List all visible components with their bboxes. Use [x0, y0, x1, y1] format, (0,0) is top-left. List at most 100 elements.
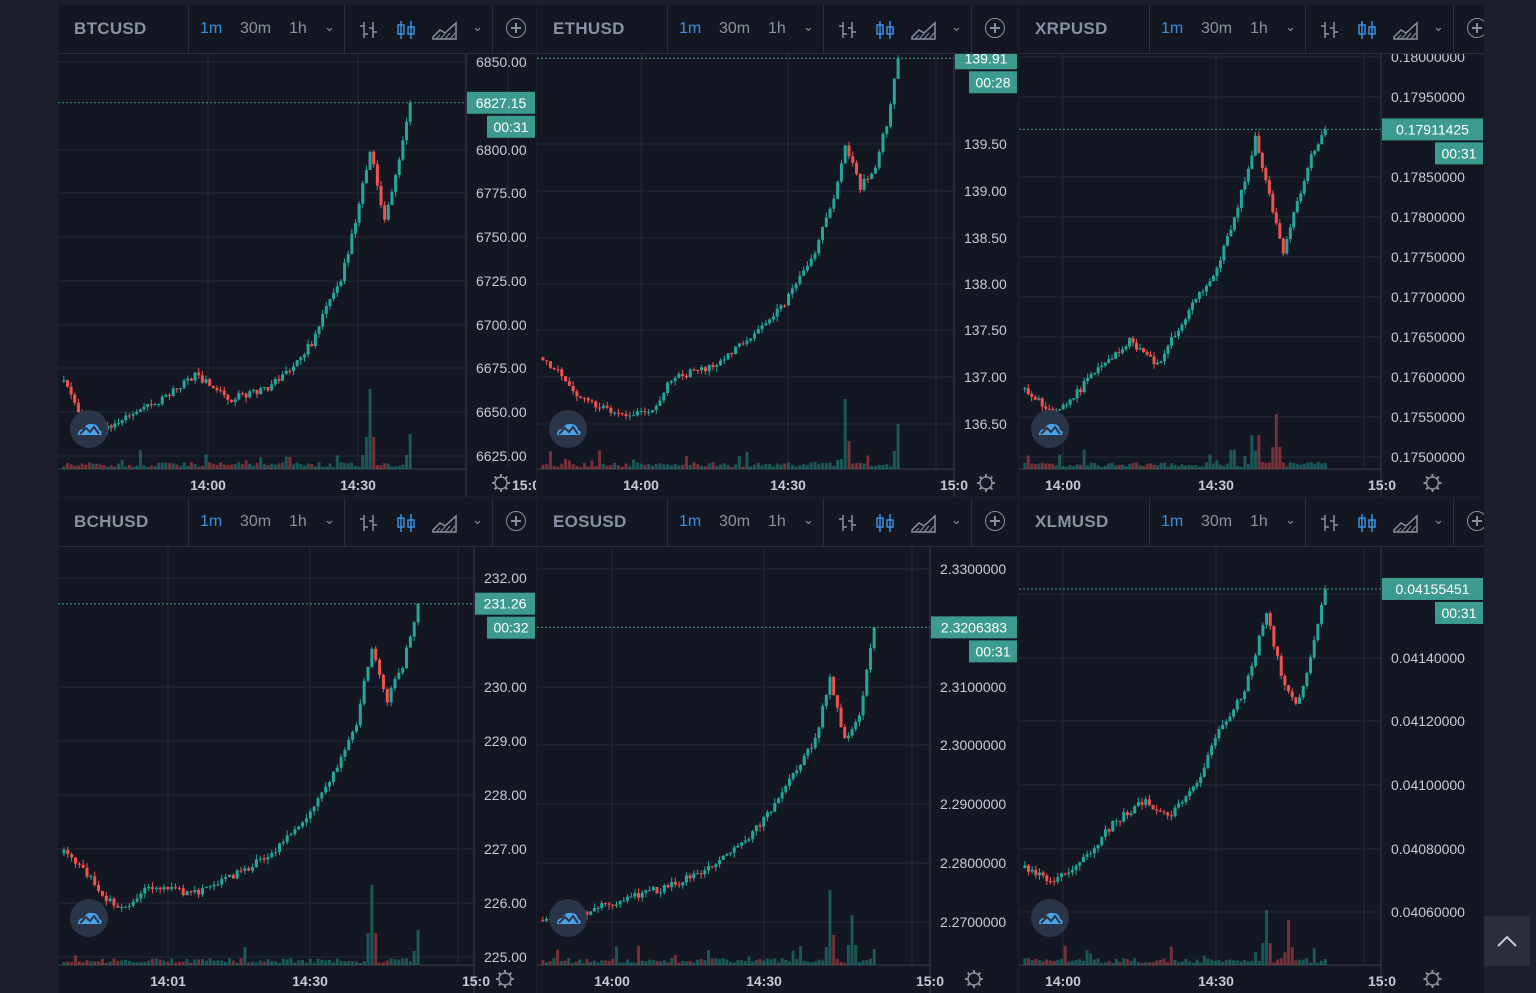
interval-1m[interactable]: 1m: [200, 513, 223, 530]
chevron-down-icon[interactable]: ⌄: [324, 19, 335, 34]
volume-bar: [117, 463, 121, 469]
chart-panel-ethusd[interactable]: ETHUSD 1m 30m 1h ⌄ ⌄ 139.50 139.00 138.50 138.00 1…: [537, 5, 1018, 497]
chevron-down-icon[interactable]: ⌄: [1285, 512, 1296, 527]
candle-body: [270, 852, 274, 858]
chart-panel-xlmusd[interactable]: XLMUSD 1m 30m 1h ⌄ ⌄ 0.041600000.041400000.041…: [1019, 498, 1484, 993]
chevron-down-icon[interactable]: ⌄: [1433, 512, 1444, 527]
scroll-to-top-button[interactable]: [1484, 916, 1530, 966]
interval-1h[interactable]: 1h: [1250, 20, 1268, 37]
candle-body: [1117, 352, 1121, 354]
area-chart-icon[interactable]: [432, 19, 458, 46]
interval-1m[interactable]: 1m: [679, 20, 702, 37]
interval-30m[interactable]: 30m: [719, 513, 751, 530]
candlestick-chart[interactable]: 232.00 230.00 229.00 228.00 227.00 226.00 225.…: [58, 547, 536, 993]
interval-30m[interactable]: 30m: [1201, 513, 1233, 530]
time-tick-label: 14:30: [292, 973, 328, 989]
volume-bar: [1040, 462, 1044, 469]
candles-icon[interactable]: [1356, 19, 1378, 46]
chevron-down-icon[interactable]: ⌄: [803, 19, 814, 34]
bars-icon[interactable]: [837, 19, 859, 46]
interval-1h[interactable]: 1h: [289, 513, 307, 530]
area-chart-icon[interactable]: [911, 512, 937, 539]
bars-icon[interactable]: [358, 512, 380, 539]
chevron-down-icon[interactable]: ⌄: [472, 19, 483, 34]
candle-body: [1224, 721, 1228, 725]
time-tick-label: 14:30: [1198, 477, 1234, 493]
volume-bar: [1267, 462, 1271, 469]
interval-1m[interactable]: 1m: [1161, 513, 1184, 530]
add-indicator-icon[interactable]: [985, 18, 1005, 38]
chevron-down-icon[interactable]: ⌄: [803, 512, 814, 527]
add-indicator-icon[interactable]: [985, 511, 1005, 531]
chevron-down-icon[interactable]: ⌄: [472, 512, 483, 527]
candle-body: [306, 344, 310, 355]
interval-30m[interactable]: 30m: [719, 20, 751, 37]
interval-1m[interactable]: 1m: [679, 513, 702, 530]
interval-1h[interactable]: 1h: [1250, 513, 1268, 530]
symbol-label[interactable]: BTCUSD: [74, 19, 147, 38]
candle-body: [885, 126, 889, 134]
interval-30m[interactable]: 30m: [240, 513, 272, 530]
chevron-down-icon[interactable]: ⌄: [1433, 19, 1444, 34]
add-indicator-icon[interactable]: [506, 18, 526, 38]
area-chart-icon[interactable]: [911, 19, 937, 46]
interval-1m[interactable]: 1m: [1161, 20, 1184, 37]
candle-body: [692, 369, 696, 371]
volume-bar: [590, 460, 594, 469]
candles-icon[interactable]: [395, 19, 417, 46]
chevron-down-icon[interactable]: ⌄: [951, 512, 962, 527]
volume-bar: [266, 465, 270, 469]
symbol-label[interactable]: EOSUSD: [553, 512, 627, 531]
area-chart-icon[interactable]: [432, 512, 458, 539]
interval-30m[interactable]: 30m: [240, 20, 272, 37]
volume-bar: [316, 958, 320, 965]
volume-bar: [370, 885, 374, 965]
area-chart-icon[interactable]: [1393, 19, 1419, 46]
chevron-down-icon[interactable]: ⌄: [324, 512, 335, 527]
chart-panel-eosusd[interactable]: EOSUSD 1m 30m 1h ⌄ ⌄ 2.3300000 2.3100000 2.30000…: [537, 498, 1018, 993]
candles-icon[interactable]: [1356, 512, 1378, 539]
chevron-down-icon[interactable]: ⌄: [1285, 19, 1296, 34]
symbol-label[interactable]: BCHUSD: [74, 512, 149, 531]
volume-bar: [614, 946, 618, 965]
candlestick-chart[interactable]: 0.18000000 0.17950000 0.17850000 0.17800000…: [1019, 54, 1484, 497]
symbol-label[interactable]: ETHUSD: [553, 19, 625, 38]
bars-icon[interactable]: [358, 19, 380, 46]
volume-bar: [389, 958, 393, 965]
candles-icon[interactable]: [874, 19, 896, 46]
add-indicator-icon[interactable]: [506, 511, 526, 531]
volume-bar: [408, 961, 412, 965]
bars-icon[interactable]: [1319, 19, 1341, 46]
interval-1h[interactable]: 1h: [289, 20, 307, 37]
candles-icon[interactable]: [874, 512, 896, 539]
candlestick-chart[interactable]: 6850.00 6800.00 6775.00 6750.00 6725.00 6700.…: [58, 54, 536, 497]
chart-panel-btcusd[interactable]: BTCUSD 1m 30m 1h ⌄ ⌄ 6850.00 6800.00 6775.00 6750…: [58, 5, 536, 497]
add-indicator-icon[interactable]: [1467, 511, 1484, 531]
add-indicator-icon[interactable]: [1467, 18, 1484, 38]
candlestick-chart[interactable]: 0.041600000.041400000.041200000.04100000…: [1019, 547, 1484, 993]
interval-1m[interactable]: 1m: [200, 20, 223, 37]
time-tick-label: 14:00: [1045, 477, 1081, 493]
symbol-label[interactable]: XLMUSD: [1035, 512, 1109, 531]
candle-body: [552, 367, 556, 370]
price-tick-label: 0.18000000: [1391, 54, 1465, 65]
candle-body: [346, 254, 350, 263]
candle-body: [1221, 724, 1225, 730]
volume-bar: [1215, 460, 1219, 469]
interval-1h[interactable]: 1h: [768, 20, 786, 37]
volume-bar: [1114, 465, 1118, 469]
candle-body: [237, 393, 241, 400]
bars-icon[interactable]: [837, 512, 859, 539]
price-tick-label: 6625.00: [476, 448, 527, 464]
interval-30m[interactable]: 30m: [1201, 20, 1233, 37]
interval-1h[interactable]: 1h: [768, 513, 786, 530]
symbol-label[interactable]: XRPUSD: [1035, 19, 1108, 38]
candles-icon[interactable]: [395, 512, 417, 539]
chart-panel-xrpusd[interactable]: XRPUSD 1m 30m 1h ⌄ ⌄ 0.18000000 0.17950000 0.178…: [1019, 5, 1484, 497]
area-chart-icon[interactable]: [1393, 512, 1419, 539]
chart-panel-bchusd[interactable]: BCHUSD 1m 30m 1h ⌄ ⌄ 232.00 230.00 229.00 228.00 2…: [58, 498, 536, 993]
bars-icon[interactable]: [1319, 512, 1341, 539]
candlestick-chart[interactable]: 139.50 139.00 138.50 138.00 137.50 137.00 136.…: [537, 54, 1018, 497]
chevron-down-icon[interactable]: ⌄: [951, 19, 962, 34]
candlestick-chart[interactable]: 2.3300000 2.3100000 2.3000000 2.2900000 2.28…: [537, 547, 1018, 993]
